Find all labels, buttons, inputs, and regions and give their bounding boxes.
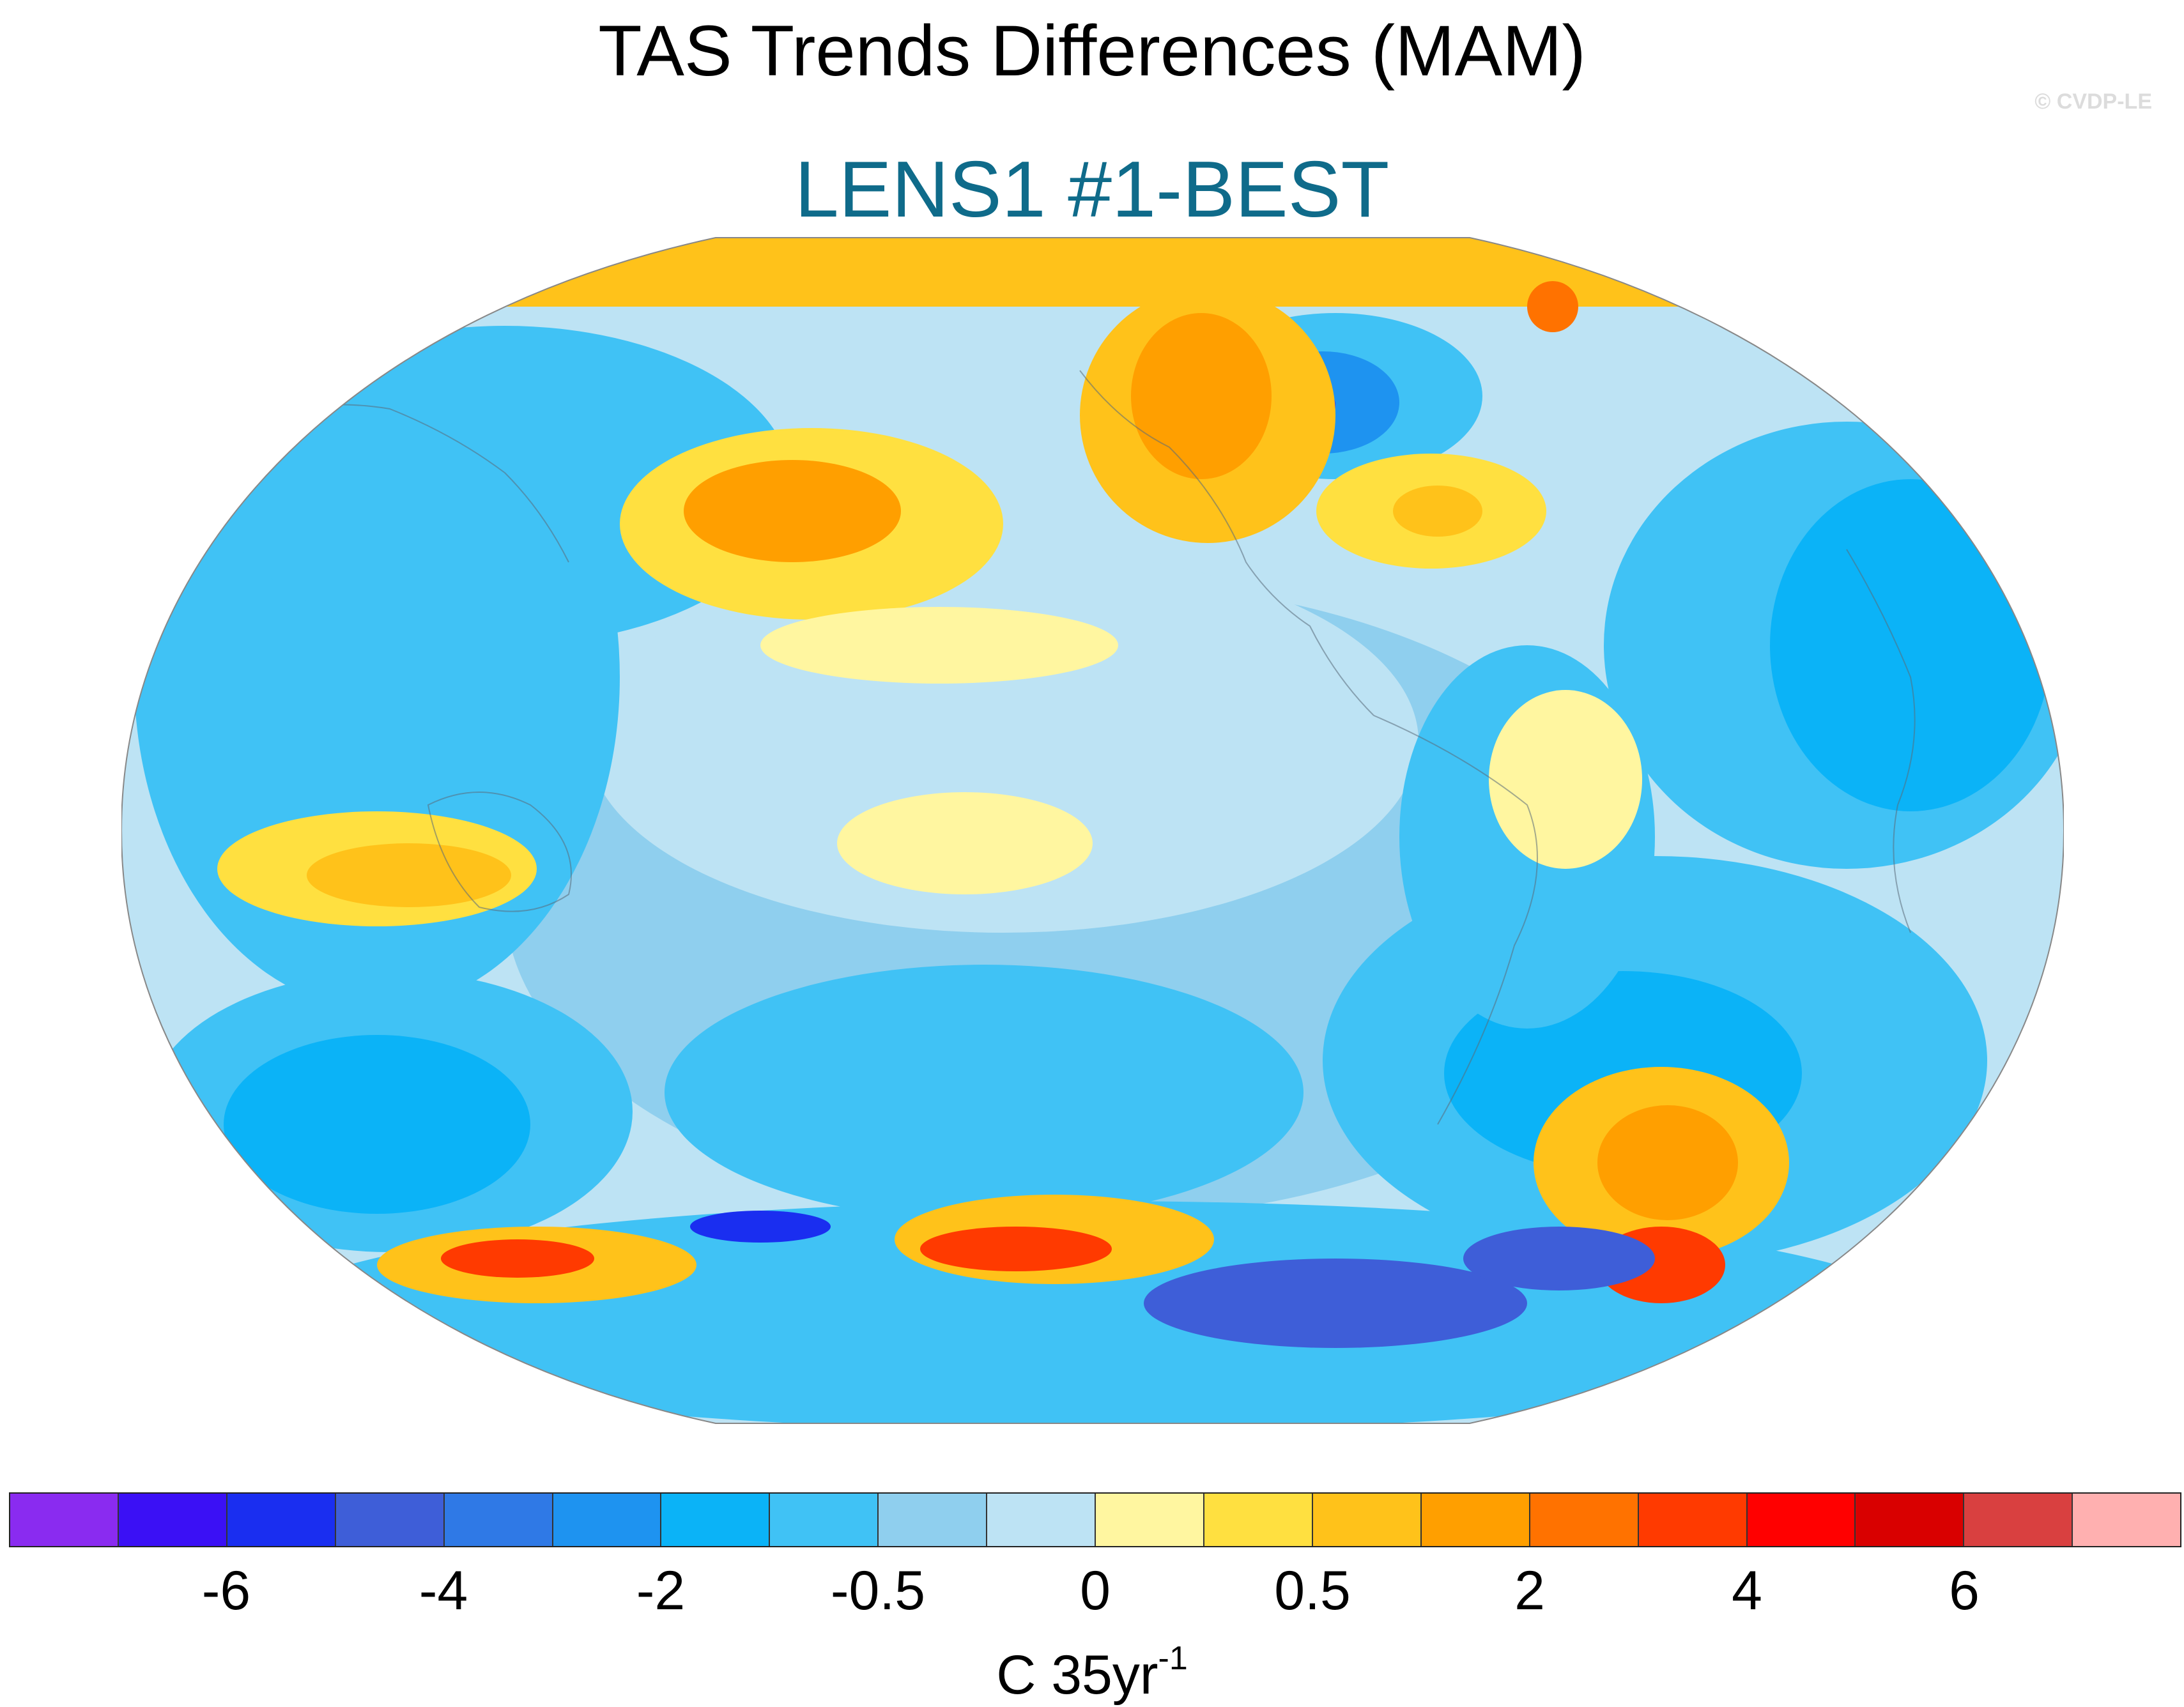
zone-weddell-warm-core — [1597, 1105, 1738, 1220]
colorbar — [9, 1492, 2181, 1547]
colorbar-tick-label: -0.5 — [830, 1560, 926, 1621]
colorbar-segment — [1096, 1494, 1204, 1546]
zone-arctic-hotspot-west — [364, 294, 428, 332]
zone-south-pacific — [665, 965, 1303, 1220]
colorbar-segment — [1421, 1494, 1530, 1546]
colorbar-segment — [10, 1494, 119, 1546]
copyright-notice: © CVDP-LE — [2034, 89, 2152, 114]
zone-antarctic-cold-west — [1144, 1259, 1527, 1348]
colorbar-segment — [335, 1494, 445, 1546]
zone-south-pacific-warm — [837, 792, 1093, 894]
colorbar-tick-label: -4 — [419, 1560, 468, 1621]
colorbar-tick-label: 0 — [1080, 1560, 1111, 1621]
zone-antarctic-cold-core — [690, 1211, 831, 1243]
zone-tropical-atlantic — [1489, 690, 1642, 869]
zone-south-indian-warm-core — [307, 843, 511, 907]
chart-subtitle: LENS1 #1-BEST — [794, 146, 1390, 234]
zone-south-indian-core — [224, 1035, 530, 1214]
colorbar-segment — [553, 1494, 662, 1546]
colorbar-segment — [1530, 1494, 1639, 1546]
colorbar-tick-label: 0.5 — [1274, 1560, 1351, 1621]
zone-north-atlantic-warm-core — [1393, 486, 1482, 537]
colorbar-segment — [1856, 1494, 1965, 1546]
world-map — [121, 237, 2064, 1424]
colorbar-segment — [1747, 1494, 1856, 1546]
colorbar-tick-label: -2 — [636, 1560, 686, 1621]
zone-subtropical-pacific — [760, 607, 1118, 684]
zone-north-atlantic-core — [1770, 479, 2051, 811]
zone-north-pacific-core — [684, 460, 901, 562]
colorbar-tick-label: -6 — [201, 1560, 251, 1621]
colorbar-segment — [987, 1494, 1096, 1546]
colorbar-segment — [1638, 1494, 1748, 1546]
zone-southern-ocean-warm-core — [920, 1227, 1112, 1271]
colorbar-tick-label: 6 — [1949, 1560, 1980, 1621]
colorbar-segment — [444, 1494, 553, 1546]
colorbar-segment — [1312, 1494, 1422, 1546]
colorbar-segment — [770, 1494, 879, 1546]
zone-north-america-core — [1131, 313, 1272, 479]
zone-antarctic-cold-east — [1463, 1227, 1655, 1290]
colorbar-units: C 35yr-1 — [0, 1627, 2184, 1707]
colorbar-segment — [118, 1494, 227, 1546]
zone-arctic-hotspot-east — [1527, 281, 1578, 332]
colorbar-segment — [661, 1494, 771, 1546]
colorbar-segment — [227, 1494, 336, 1546]
zone-ross-sea-warm-core — [441, 1239, 594, 1278]
colorbar-tick-label: 2 — [1514, 1560, 1545, 1621]
colorbar-segment — [2073, 1494, 2181, 1546]
map-boundary — [121, 237, 2064, 1424]
units-exponent: -1 — [1158, 1640, 1188, 1677]
colorbar-tick-label: 4 — [1732, 1560, 1762, 1621]
colorbar-segment — [1964, 1494, 2073, 1546]
chart-title: TAS Trends Differences (MAM) — [598, 11, 1586, 91]
colorbar-segment — [1204, 1494, 1313, 1546]
units-base: C 35yr — [996, 1644, 1158, 1706]
zone-arctic-band — [121, 238, 2064, 307]
colorbar-segment — [879, 1494, 988, 1546]
